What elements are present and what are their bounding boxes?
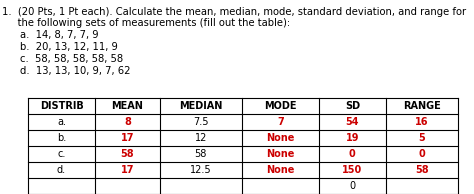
Text: 0: 0 [349,149,356,159]
Text: None: None [266,133,294,143]
Text: SD: SD [345,101,360,111]
Text: the following sets of measurements (fill out the table):: the following sets of measurements (fill… [2,18,290,28]
Text: b.: b. [57,133,66,143]
Text: 17: 17 [121,165,134,175]
Text: 1.  (20 Pts, 1 Pt each). Calculate the mean, median, mode, standard deviation, a: 1. (20 Pts, 1 Pt each). Calculate the me… [2,7,466,17]
Text: 58: 58 [194,149,207,159]
Text: 7.5: 7.5 [193,117,209,127]
Text: 58: 58 [120,149,134,159]
Text: d.: d. [57,165,66,175]
Text: 7: 7 [277,117,283,127]
Text: 0: 0 [419,149,425,159]
Text: 58: 58 [415,165,429,175]
Text: 12: 12 [194,133,207,143]
Text: 150: 150 [342,165,363,175]
Text: c.: c. [57,149,66,159]
Text: a.: a. [57,117,66,127]
Text: MEAN: MEAN [111,101,143,111]
Text: 12.5: 12.5 [190,165,211,175]
Text: DISTRIB: DISTRIB [40,101,83,111]
Text: 19: 19 [346,133,359,143]
Text: MODE: MODE [264,101,297,111]
Text: c.  58, 58, 58, 58, 58: c. 58, 58, 58, 58, 58 [20,54,123,64]
Text: 8: 8 [124,117,131,127]
Text: None: None [266,165,294,175]
Text: 16: 16 [415,117,428,127]
Text: RANGE: RANGE [403,101,441,111]
Text: b.  20, 13, 12, 11, 9: b. 20, 13, 12, 11, 9 [20,42,118,52]
Text: d.  13, 13, 10, 9, 7, 62: d. 13, 13, 10, 9, 7, 62 [20,66,130,76]
Text: 0: 0 [349,181,356,191]
Text: 17: 17 [121,133,134,143]
Text: MEDIAN: MEDIAN [179,101,222,111]
Text: None: None [266,149,294,159]
Text: 54: 54 [346,117,359,127]
Text: 5: 5 [419,133,425,143]
Text: a.  14, 8, 7, 7, 9: a. 14, 8, 7, 7, 9 [20,30,99,40]
